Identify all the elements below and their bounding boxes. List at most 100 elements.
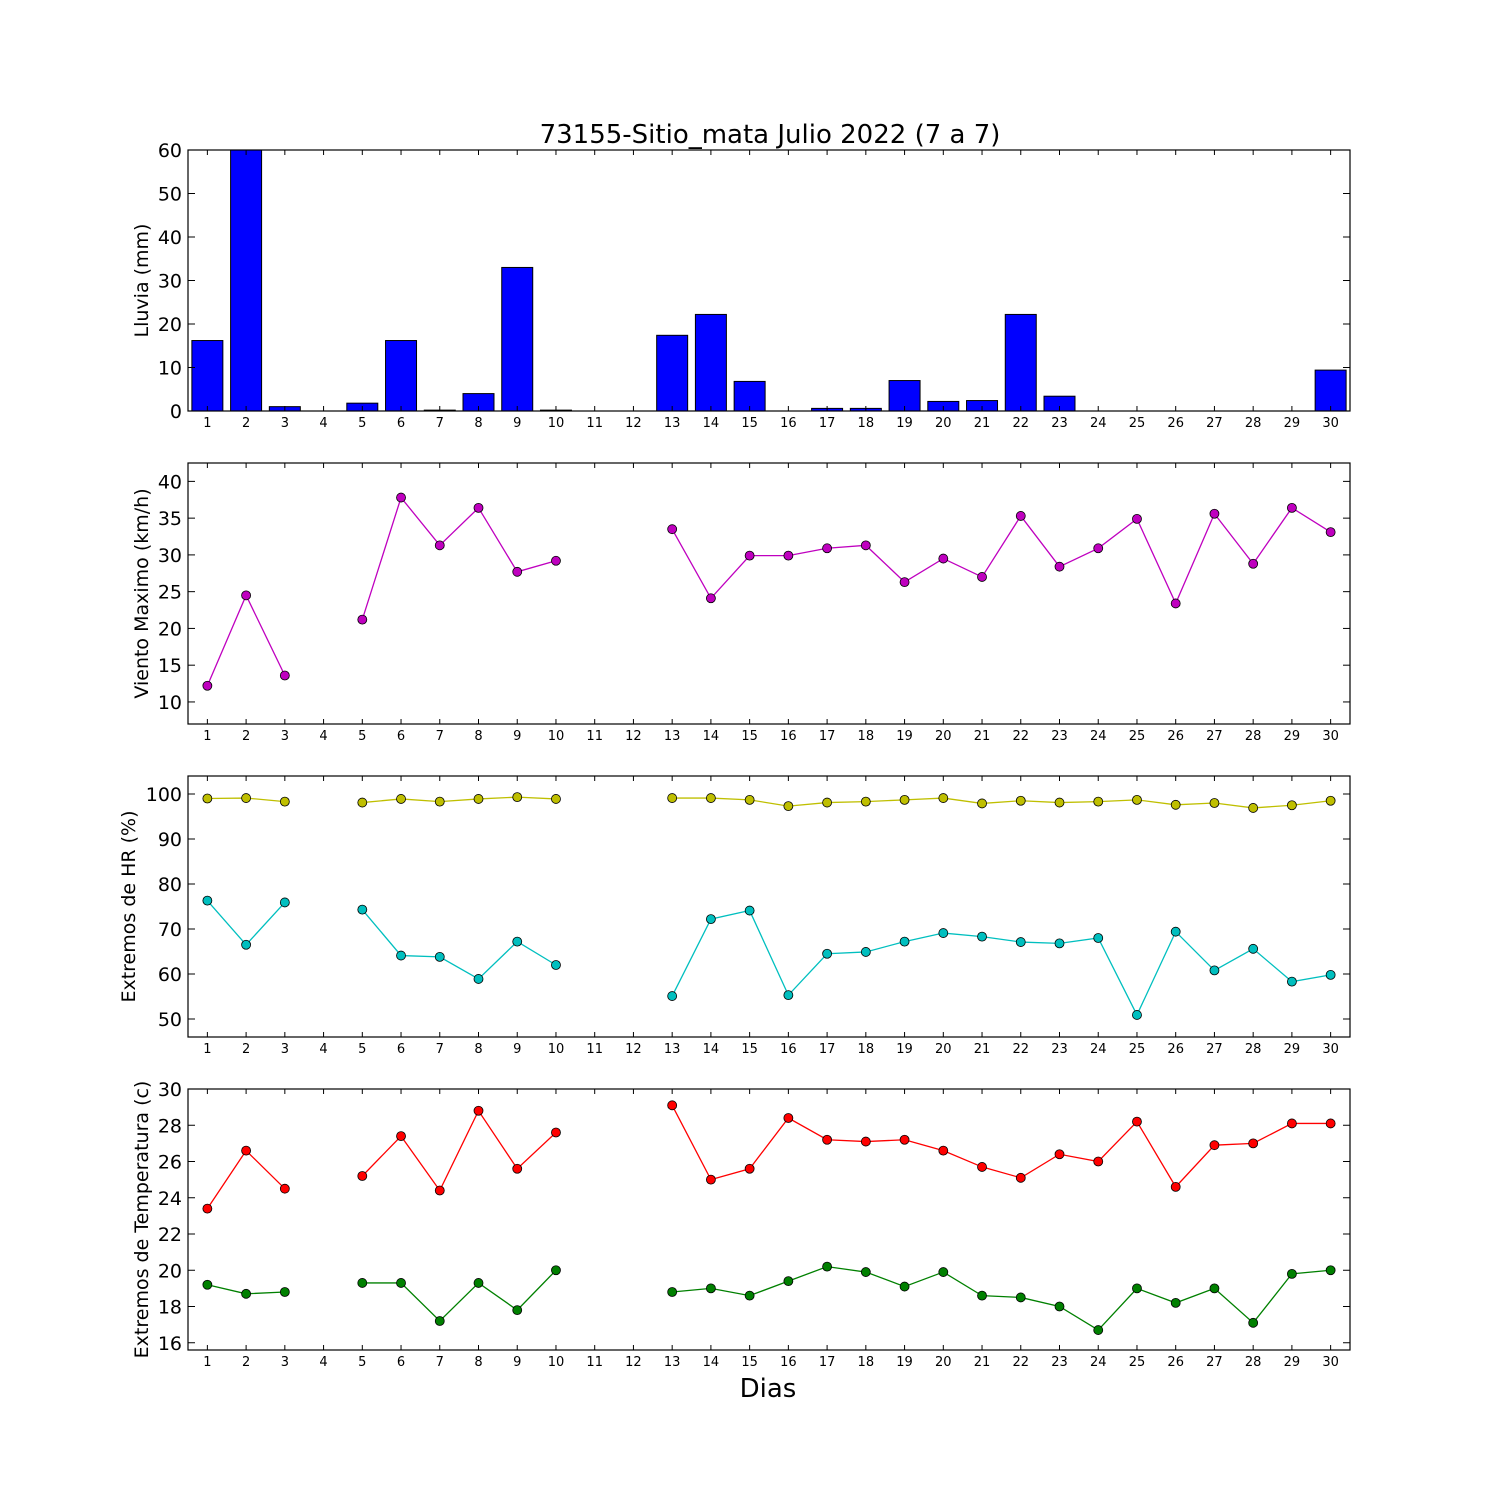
y-tick-label: 10 xyxy=(158,692,182,714)
point-series-1-day-6 xyxy=(396,492,406,503)
x-tick-label: 21 xyxy=(974,1042,991,1057)
point-series-1-day-24 xyxy=(1093,543,1104,554)
x-tick-label: 15 xyxy=(741,729,758,744)
point-series-1-day-26 xyxy=(1170,1181,1181,1192)
point-series-1-day-2 xyxy=(241,590,252,601)
point-series-2-day-9 xyxy=(512,1305,523,1316)
point-series-1-day-3 xyxy=(279,1183,290,1194)
x-tick-label: 17 xyxy=(819,1042,836,1057)
y-tick-label: 50 xyxy=(158,184,182,206)
x-tick-label: 29 xyxy=(1284,1355,1301,1370)
x-tick-label: 23 xyxy=(1051,729,1068,744)
x-tick-label: 28 xyxy=(1245,729,1262,744)
x-tick-label: 13 xyxy=(664,729,681,744)
panel-2: 1 2 3 4 5 6 7 8 9 10 11 12 13 14 15 16 17 18 19 20 21 22 23 24 2… xyxy=(131,462,1351,744)
point-series-1-day-27 xyxy=(1209,798,1220,808)
point-series-1-day-26 xyxy=(1170,598,1181,609)
point-series-1-day-17 xyxy=(822,1134,832,1145)
y-tick-label: 60 xyxy=(158,140,182,162)
x-tick-label: 7 xyxy=(436,729,444,744)
x-tick-label: 20 xyxy=(935,1355,952,1370)
x-tick-label: 17 xyxy=(819,416,836,431)
point-series-1-day-18 xyxy=(860,1136,871,1147)
point-series-1-day-19 xyxy=(899,577,910,588)
point-series-1-day-3 xyxy=(279,796,290,807)
x-tick-label: 30 xyxy=(1322,729,1339,744)
point-series-1-day-23 xyxy=(1054,797,1065,808)
point-series-1-day-15 xyxy=(744,1163,755,1174)
x-tick-label: 27 xyxy=(1206,1355,1223,1370)
point-series-1-day-16 xyxy=(783,801,794,812)
x-tick-label: 12 xyxy=(625,729,642,744)
point-series-1-day-30 xyxy=(1325,795,1336,806)
y-tick-label: 70 xyxy=(158,919,182,941)
point-series-2-day-8 xyxy=(473,1278,484,1288)
point-series-2-day-26 xyxy=(1170,1297,1181,1308)
x-tick-label: 20 xyxy=(935,416,952,431)
y-tick-label: 26 xyxy=(158,1152,182,1174)
point-series-2-day-19 xyxy=(899,1281,910,1292)
point-series-1-day-28 xyxy=(1248,803,1259,813)
point-series-1-day-27 xyxy=(1209,1140,1220,1151)
x-tick-label: 9 xyxy=(513,1355,521,1370)
point-series-1-day-16 xyxy=(783,550,794,561)
point-series-1-day-2 xyxy=(241,1145,252,1156)
point-series-2-day-24 xyxy=(1093,933,1104,943)
x-tick-label: 6 xyxy=(397,729,405,744)
y-axis-label: Lluvia (mm) xyxy=(131,224,153,338)
bar-day-30 xyxy=(1314,369,1347,412)
point-series-2-day-15 xyxy=(744,905,755,916)
point-series-2-day-13 xyxy=(667,991,678,1001)
x-tick-label: 3 xyxy=(281,416,289,431)
series-2-line xyxy=(672,1265,1331,1331)
x-tick-label: 25 xyxy=(1129,729,1146,744)
plot-frame xyxy=(187,1088,1351,1351)
point-series-1-day-6 xyxy=(396,1131,406,1142)
series-2-line xyxy=(671,909,1331,1017)
point-series-2-day-25 xyxy=(1132,1283,1142,1294)
x-tick-label: 23 xyxy=(1051,416,1068,431)
x-tick-label: 5 xyxy=(358,416,366,431)
x-tick-label: 5 xyxy=(358,1042,366,1057)
point-series-1-day-10 xyxy=(551,794,561,804)
point-series-1-day-25 xyxy=(1132,1116,1142,1127)
point-series-2-day-7 xyxy=(434,1316,445,1326)
x-tick-label: 2 xyxy=(242,416,250,431)
x-tick-label: 23 xyxy=(1051,1042,1068,1057)
series-1-line xyxy=(206,1149,286,1209)
x-tick-label: 24 xyxy=(1090,1355,1107,1370)
x-tick-label: 28 xyxy=(1245,1355,1262,1370)
x-tick-label: 19 xyxy=(896,1355,913,1370)
x-tick-label: 24 xyxy=(1090,729,1107,744)
point-series-1-day-13 xyxy=(667,524,678,535)
x-tick-label: 9 xyxy=(513,416,521,431)
x-tick-label: 1 xyxy=(203,729,211,744)
x-tick-label: 13 xyxy=(664,1042,681,1057)
y-tick-label: 30 xyxy=(158,545,182,567)
point-series-1-day-25 xyxy=(1132,513,1142,524)
x-tick-label: 14 xyxy=(703,1042,720,1057)
y-tick-label: 40 xyxy=(158,227,182,249)
x-tick-label: 4 xyxy=(319,1355,327,1370)
y-tick-label: 16 xyxy=(158,1333,182,1355)
point-series-2-day-15 xyxy=(744,1290,755,1301)
point-series-2-day-24 xyxy=(1093,1325,1104,1335)
x-tick-label: 18 xyxy=(858,1355,875,1370)
point-series-2-day-30 xyxy=(1325,1265,1336,1276)
x-tick-label: 21 xyxy=(974,729,991,744)
x-tick-label: 1 xyxy=(203,416,211,431)
x-tick-label: 10 xyxy=(548,416,565,431)
x-tick-label: 15 xyxy=(741,416,758,431)
x-tick-label: 22 xyxy=(1012,729,1029,744)
point-series-1-day-19 xyxy=(899,794,910,805)
bar-day-6 xyxy=(385,340,418,412)
point-series-1-day-30 xyxy=(1325,527,1336,538)
x-tick-label: 8 xyxy=(474,1355,482,1370)
x-tick-label: 9 xyxy=(513,1042,521,1057)
x-tick-label: 6 xyxy=(397,416,405,431)
panel-1: 1 2 3 4 5 6 7 8 9 10 11 12 13 14 15 16 17 18 19 20 21 22 23 24 2… xyxy=(131,140,1351,431)
series-1-line xyxy=(671,1105,1331,1188)
x-tick-label: 11 xyxy=(586,1355,603,1370)
x-tick-label: 12 xyxy=(625,1042,642,1057)
plot-frame xyxy=(187,149,1351,412)
